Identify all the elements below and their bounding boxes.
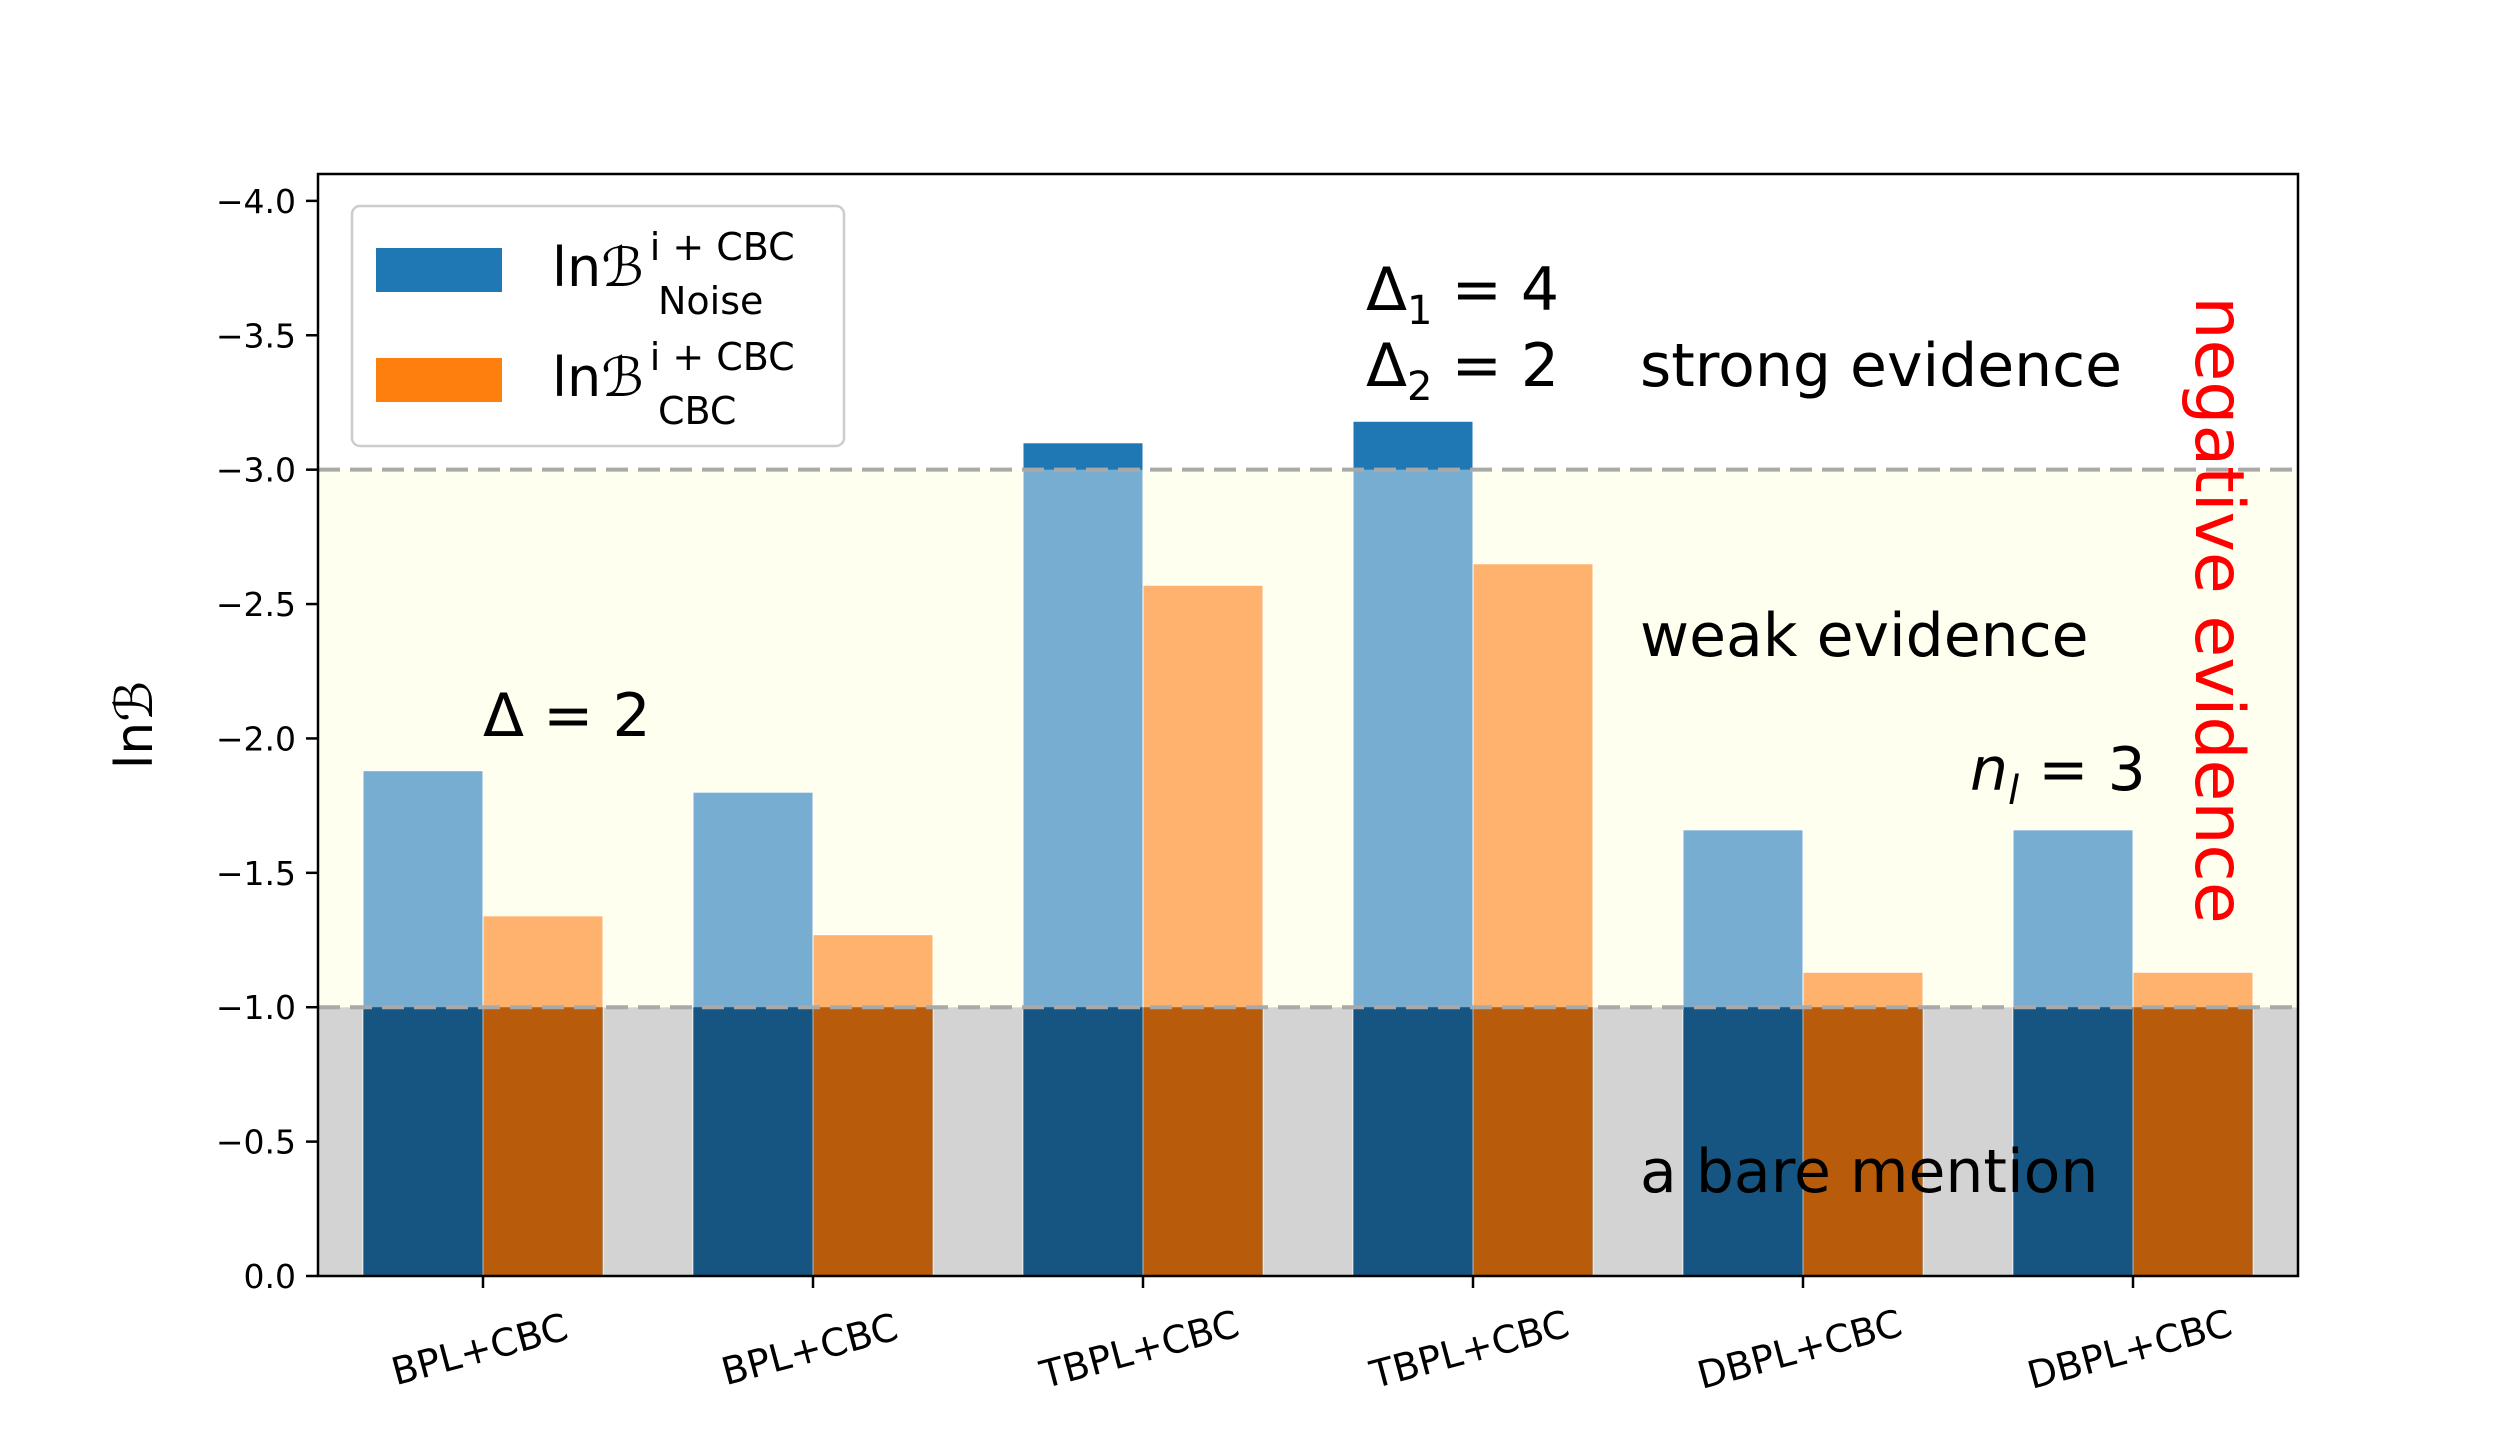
bar-tint-noise-4 [1353,1007,1473,1276]
xtick-label-2: TBPL+CBC [1035,1302,1244,1397]
bar-noise-4 [1352,420,1474,1277]
bar-tint-noise-1 [363,1007,483,1276]
bar-cbc-2 [812,934,934,1277]
bar-tint-cbc-6 [2133,972,2253,1008]
xtick-label-0: BPL+CBC [387,1305,573,1394]
annotation-nl: nl = 3 [1970,735,2146,814]
bar-noise-2 [692,791,814,1277]
annotation-delta2-symbol: Δ [1366,331,1407,401]
annotation-nl-sub: l [2008,768,2019,814]
bar-tint-noise-3 [1023,469,1143,1008]
bar-cbc-6 [2132,971,2254,1277]
bar-tint-cbc-2 [813,1007,933,1276]
region-weak-evidence [318,469,2298,1008]
bar-tint-noise-2 [693,1007,813,1276]
bar-tint-cbc-3 [1143,1007,1263,1276]
bar-tint-noise-4 [1353,469,1473,1008]
annotation-delta2-value: = 2 [1433,331,1560,401]
ytick-label-1: −0.5 [216,1123,296,1162]
legend-main-cbc: lnℬ [552,346,644,409]
bar-tint-noise-3 [1023,1007,1143,1276]
annotation-delta2: Δ2 = 2 [1366,331,1559,410]
plot-frame [316,172,2300,1278]
legend-label-noise: lnℬ i + CBC Noise [552,225,795,323]
bar-tint-noise-5 [1683,829,1803,1008]
annotation-delta1-symbol: Δ [1366,255,1407,325]
ytick-label-7: −3.5 [216,316,296,355]
bar-tint-noise-1 [363,770,483,1008]
ytick-label-5: −2.5 [216,585,296,624]
bar-tint-noise-2 [693,792,813,1008]
region-label-a-bare-mention: a bare mention [1640,1137,2098,1207]
region-label-weak-evidence: weak evidence [1640,601,2089,671]
xtick-label-4: DBPL+CBC [1693,1301,1907,1398]
ytick-label-0: 0.0 [244,1257,296,1296]
ytick-label-6: −3.0 [216,451,296,490]
region-labels: a bare mention weak evidence strong eviden… [1640,296,2258,1207]
bar-tint-cbc-4 [1473,1007,1593,1276]
region-label-strong-evidence: strong evidence [1640,331,2122,401]
xtick-label-5: DBPL+CBC [2023,1301,2237,1398]
annotation-nl-symbol: n [1970,735,2008,805]
legend-main-noise: lnℬ [552,236,644,299]
bar-tint-cbc-3 [1143,585,1263,1008]
bar-cbc-5 [1802,971,1924,1277]
bar-tint-noise-5 [1683,1007,1803,1276]
bars [362,420,2254,1277]
bar-cbc-4 [1472,563,1594,1277]
y-axis-label: lnℬ [105,681,165,769]
annotation-delta: Δ = 2 [483,681,651,751]
ytick-label-4: −2.0 [216,719,296,758]
axes [316,172,2300,1278]
bar-tint-noise-6 [2013,829,2133,1008]
bar-tint-cbc-5 [1803,1007,1923,1276]
threshold-lines [318,467,2298,1010]
bar-cbc-3 [1142,584,1264,1277]
bar-tint-cbc-1 [483,915,603,1008]
legend-sub-noise: Noise [658,279,763,323]
bar-tint-cbc-5 [1803,972,1923,1008]
ytick-label-8: −4.0 [216,182,296,221]
annotations: Δ = 2Δ1 = 4Δ2 = 2nl = 3 [483,255,2146,814]
bar-tint-cbc-4 [1473,563,1593,1008]
annotation-delta1: Δ1 = 4 [1366,255,1559,334]
annotation-delta1-sub: 1 [1407,288,1432,334]
bar-cbc-1 [482,915,604,1277]
region-a-bare-mention [318,1007,2298,1276]
bar-tint-cbc-2 [813,934,933,1008]
xtick-label-3: TBPL+CBC [1365,1302,1574,1397]
legend-sup-noise: i + CBC [650,225,795,269]
legend-swatch-noise [376,248,502,292]
bar-tint-cbc-6 [2133,1007,2253,1276]
legend-sup-cbc: i + CBC [650,335,795,379]
ytick-label-2: −1.0 [216,988,296,1027]
legend-swatch-cbc [376,358,502,402]
annotation-delta1-value: = 4 [1433,255,1560,325]
legend-label-cbc: lnℬ i + CBC CBC [552,335,795,433]
bar-noise-6 [2012,829,2134,1277]
legend-sub-cbc: CBC [658,389,736,433]
ytick-label-3: −1.5 [216,854,296,893]
annotation-delta2-sub: 2 [1407,364,1432,410]
bar-tint-cbc-1 [483,1007,603,1276]
bar-tint-noise-6 [2013,1007,2133,1276]
annotation-nl-value: = 3 [2019,735,2146,805]
xtick-label-1: BPL+CBC [717,1305,903,1394]
side-label-negative-evidence: negative evidence [2179,296,2258,923]
